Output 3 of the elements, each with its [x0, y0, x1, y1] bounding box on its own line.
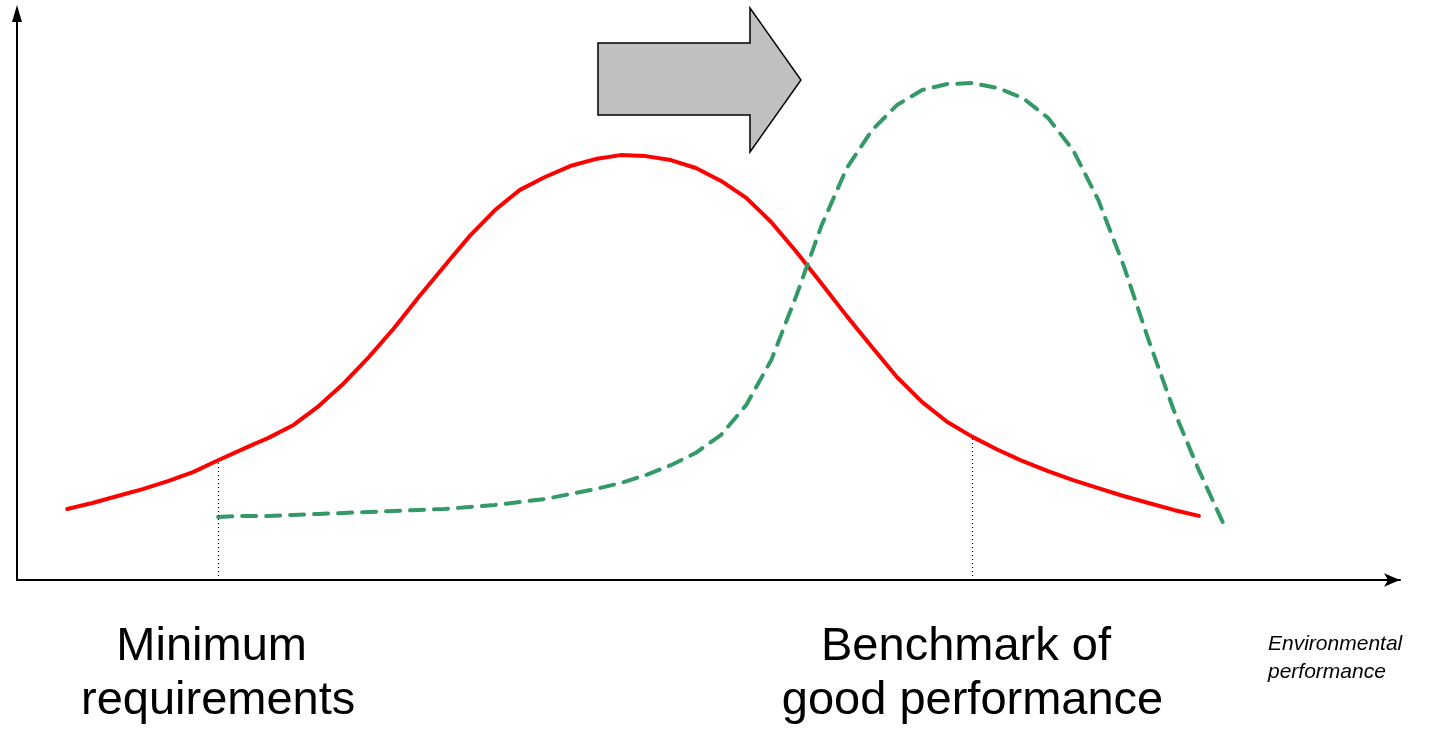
x-tick-label: Minimum requirements — [81, 616, 356, 724]
x-tick-label: Benchmark of good performance — [781, 616, 1164, 724]
x-axis-title: Environmental performance — [1267, 630, 1409, 682]
